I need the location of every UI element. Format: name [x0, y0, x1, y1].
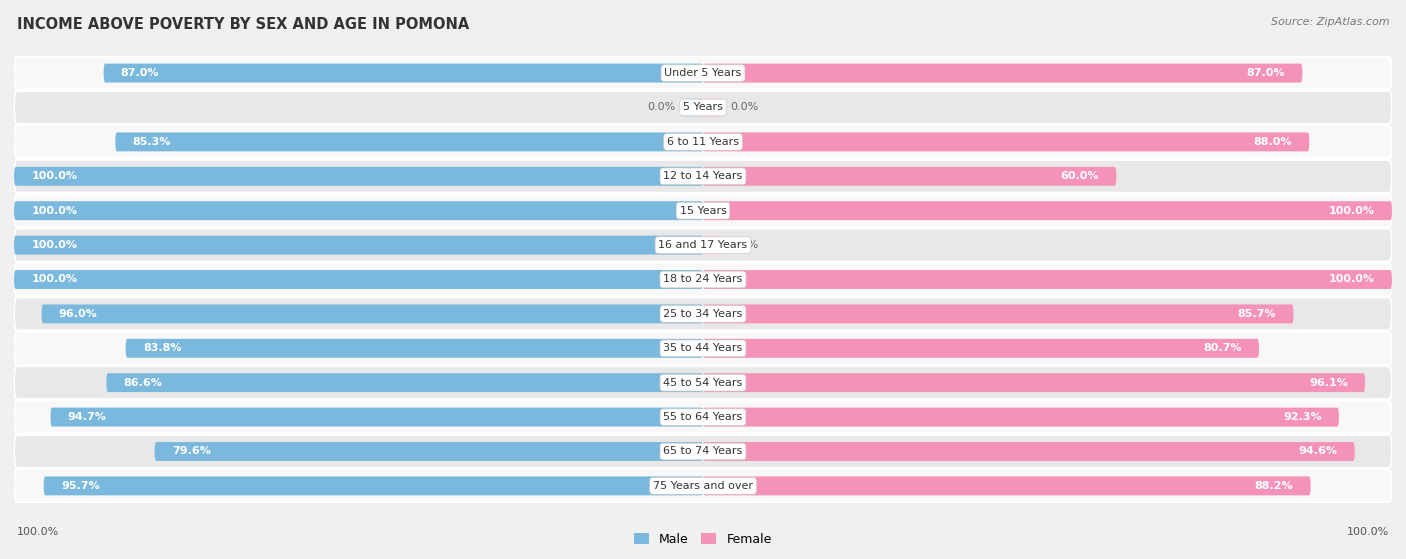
Text: 100.0%: 100.0%: [31, 274, 77, 285]
FancyBboxPatch shape: [14, 201, 703, 220]
FancyBboxPatch shape: [14, 194, 1392, 227]
Text: 86.6%: 86.6%: [124, 378, 163, 388]
Text: 100.0%: 100.0%: [1329, 274, 1375, 285]
FancyBboxPatch shape: [51, 408, 703, 427]
FancyBboxPatch shape: [703, 305, 1294, 323]
Text: 88.2%: 88.2%: [1254, 481, 1294, 491]
Text: 87.0%: 87.0%: [1247, 68, 1285, 78]
Text: 96.0%: 96.0%: [59, 309, 97, 319]
Text: 94.6%: 94.6%: [1299, 447, 1337, 457]
FancyBboxPatch shape: [14, 91, 1392, 124]
Text: Under 5 Years: Under 5 Years: [665, 68, 741, 78]
FancyBboxPatch shape: [42, 305, 703, 323]
FancyBboxPatch shape: [703, 98, 724, 117]
FancyBboxPatch shape: [14, 470, 1392, 503]
Legend: Male, Female: Male, Female: [630, 528, 776, 551]
Text: 100.0%: 100.0%: [1329, 206, 1375, 216]
Text: INCOME ABOVE POVERTY BY SEX AND AGE IN POMONA: INCOME ABOVE POVERTY BY SEX AND AGE IN P…: [17, 17, 470, 32]
FancyBboxPatch shape: [703, 64, 1302, 83]
Text: 87.0%: 87.0%: [121, 68, 159, 78]
FancyBboxPatch shape: [14, 125, 1392, 158]
Text: 12 to 14 Years: 12 to 14 Years: [664, 171, 742, 181]
FancyBboxPatch shape: [14, 270, 703, 289]
Text: 0.0%: 0.0%: [731, 240, 759, 250]
Text: 94.7%: 94.7%: [67, 412, 107, 422]
Text: Source: ZipAtlas.com: Source: ZipAtlas.com: [1271, 17, 1389, 27]
FancyBboxPatch shape: [14, 332, 1392, 365]
Text: 16 and 17 Years: 16 and 17 Years: [658, 240, 748, 250]
FancyBboxPatch shape: [703, 270, 1392, 289]
FancyBboxPatch shape: [14, 401, 1392, 434]
FancyBboxPatch shape: [703, 373, 1365, 392]
FancyBboxPatch shape: [14, 435, 1392, 468]
Text: 95.7%: 95.7%: [60, 481, 100, 491]
Text: 85.3%: 85.3%: [132, 137, 172, 147]
Text: 75 Years and over: 75 Years and over: [652, 481, 754, 491]
Text: 92.3%: 92.3%: [1284, 412, 1322, 422]
Text: 100.0%: 100.0%: [31, 171, 77, 181]
Text: 80.7%: 80.7%: [1204, 343, 1241, 353]
FancyBboxPatch shape: [14, 297, 1392, 330]
Text: 100.0%: 100.0%: [31, 206, 77, 216]
Text: 25 to 34 Years: 25 to 34 Years: [664, 309, 742, 319]
FancyBboxPatch shape: [682, 98, 703, 117]
Text: 15 Years: 15 Years: [679, 206, 727, 216]
FancyBboxPatch shape: [14, 263, 1392, 296]
FancyBboxPatch shape: [14, 160, 1392, 193]
Text: 6 to 11 Years: 6 to 11 Years: [666, 137, 740, 147]
Text: 96.1%: 96.1%: [1309, 378, 1348, 388]
FancyBboxPatch shape: [703, 476, 1310, 495]
Text: 55 to 64 Years: 55 to 64 Years: [664, 412, 742, 422]
FancyBboxPatch shape: [703, 408, 1339, 427]
Text: 83.8%: 83.8%: [143, 343, 181, 353]
Text: 100.0%: 100.0%: [17, 527, 59, 537]
FancyBboxPatch shape: [703, 442, 1355, 461]
FancyBboxPatch shape: [703, 201, 1392, 220]
FancyBboxPatch shape: [115, 132, 703, 151]
FancyBboxPatch shape: [703, 132, 1309, 151]
FancyBboxPatch shape: [14, 229, 1392, 262]
FancyBboxPatch shape: [703, 167, 1116, 186]
Text: 88.0%: 88.0%: [1254, 137, 1292, 147]
FancyBboxPatch shape: [14, 236, 703, 254]
FancyBboxPatch shape: [155, 442, 703, 461]
Text: 65 to 74 Years: 65 to 74 Years: [664, 447, 742, 457]
Text: 0.0%: 0.0%: [731, 102, 759, 112]
FancyBboxPatch shape: [14, 167, 703, 186]
Text: 85.7%: 85.7%: [1237, 309, 1277, 319]
FancyBboxPatch shape: [14, 366, 1392, 399]
Text: 100.0%: 100.0%: [31, 240, 77, 250]
Text: 100.0%: 100.0%: [1347, 527, 1389, 537]
Text: 0.0%: 0.0%: [647, 102, 675, 112]
Text: 5 Years: 5 Years: [683, 102, 723, 112]
FancyBboxPatch shape: [104, 64, 703, 83]
FancyBboxPatch shape: [107, 373, 703, 392]
Text: 18 to 24 Years: 18 to 24 Years: [664, 274, 742, 285]
FancyBboxPatch shape: [125, 339, 703, 358]
FancyBboxPatch shape: [44, 476, 703, 495]
Text: 45 to 54 Years: 45 to 54 Years: [664, 378, 742, 388]
Text: 79.6%: 79.6%: [172, 447, 211, 457]
Text: 60.0%: 60.0%: [1060, 171, 1099, 181]
FancyBboxPatch shape: [703, 236, 724, 254]
FancyBboxPatch shape: [703, 339, 1258, 358]
Text: 35 to 44 Years: 35 to 44 Years: [664, 343, 742, 353]
FancyBboxPatch shape: [14, 56, 1392, 89]
